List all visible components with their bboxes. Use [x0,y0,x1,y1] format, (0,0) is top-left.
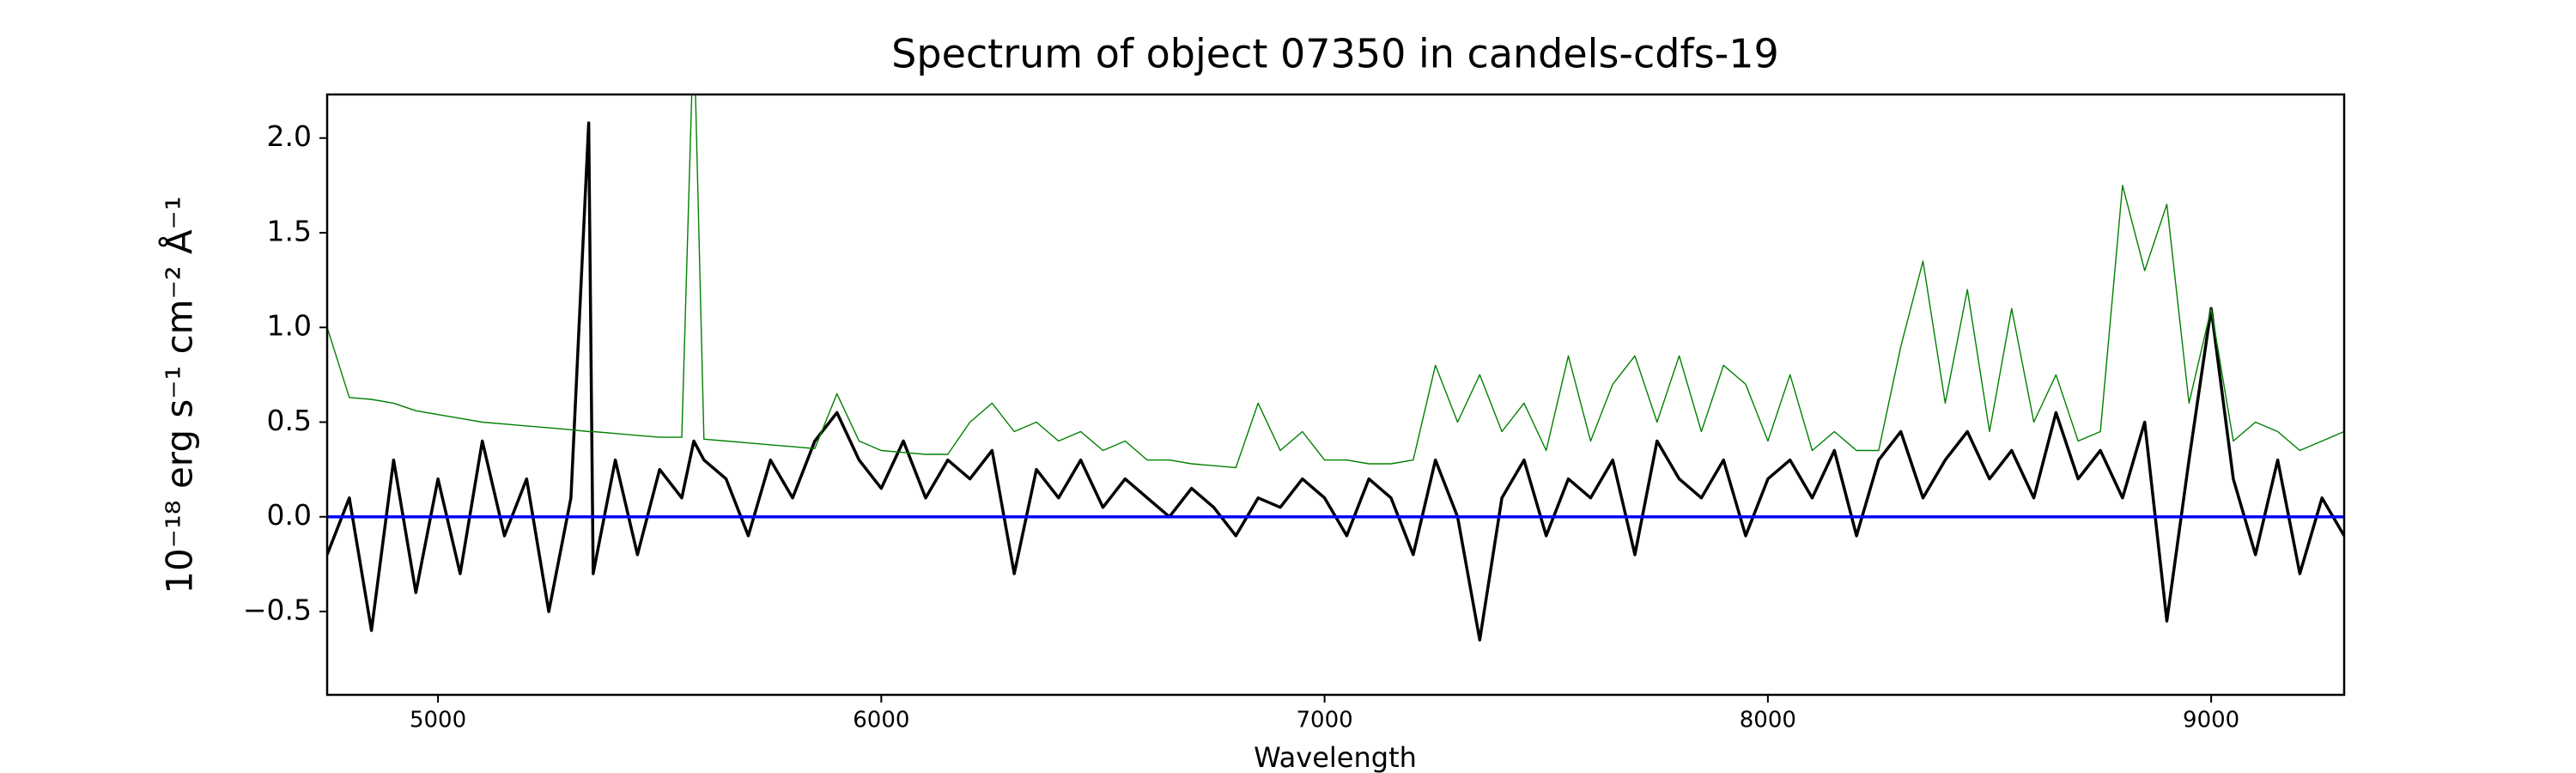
y-tick-label: 2.0 [267,119,312,153]
x-tick-label: 8000 [1740,708,1796,733]
chart-title: Spectrum of object 07350 in candels-cdfs… [891,31,1779,77]
y-tick-label: 0.5 [267,404,312,437]
y-tick-label: −0.5 [243,593,312,626]
spectrum-line [327,94,2344,469]
spectrum-line [327,121,2344,642]
plot-area [327,94,2344,642]
x-tick-label: 6000 [853,708,909,733]
x-tick-label: 9000 [2183,708,2239,733]
y-tick-label: 0.0 [267,498,312,532]
y-tick-label: 1.0 [267,309,312,343]
axes-frame [325,93,2346,697]
x-tick-label: 7000 [1297,708,1353,733]
y-axis-label: 10⁻¹⁸ erg s⁻¹ cm⁻² Å⁻¹ [158,196,201,593]
x-axis-label: Wavelength [1254,741,1417,773]
y-tick-label: 1.5 [267,214,312,247]
x-tick-label: 5000 [410,708,466,733]
